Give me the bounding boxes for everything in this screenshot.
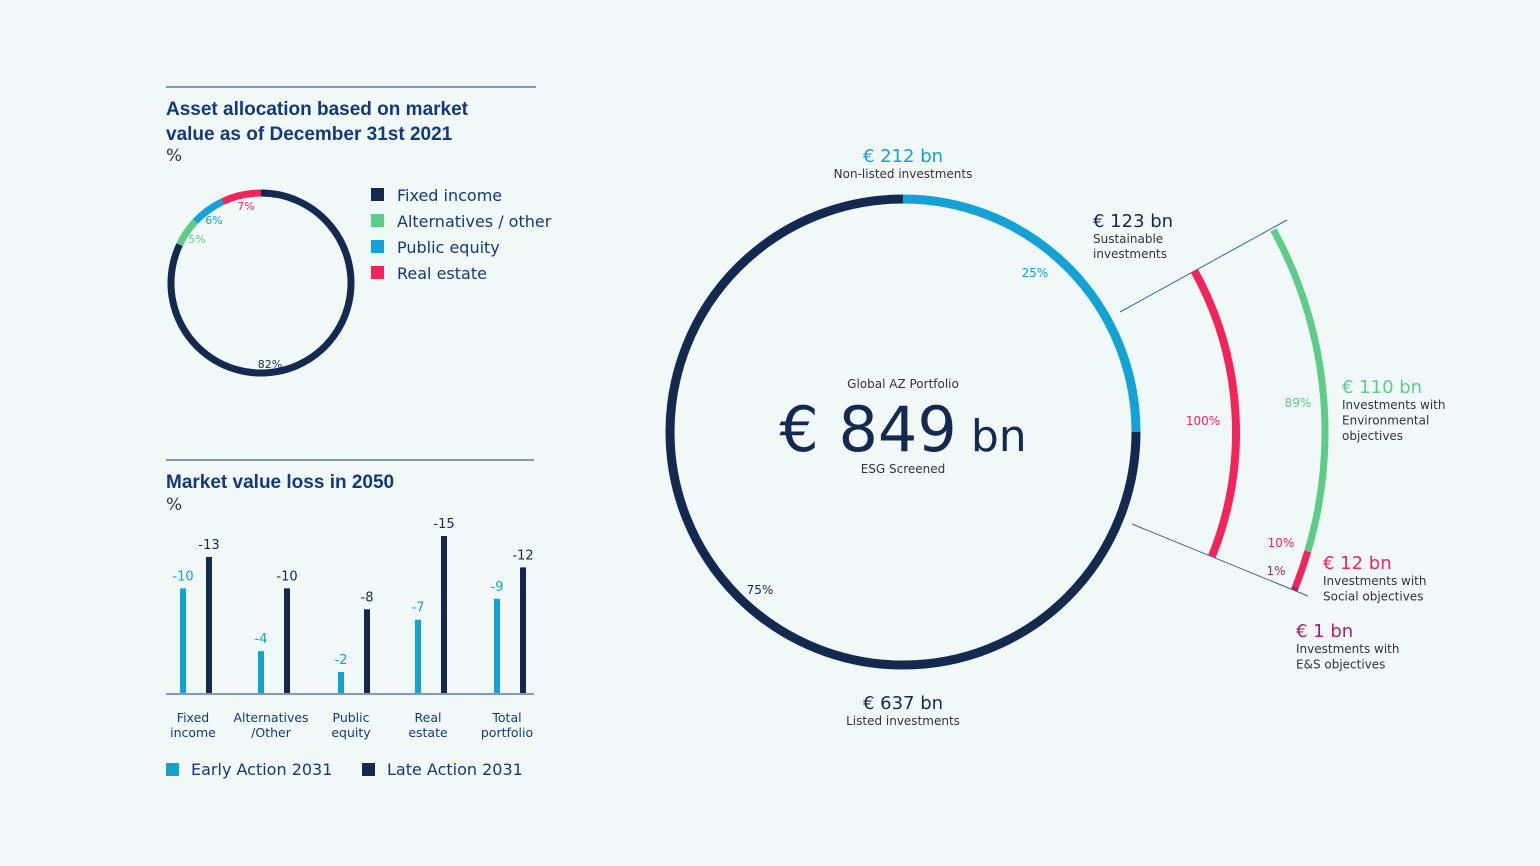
bar-value-label: -10 bbox=[276, 569, 297, 584]
breakdown-label: E&S objectives bbox=[1296, 658, 1385, 672]
donut-slice bbox=[192, 198, 225, 224]
allocation-legend: Fixed income Alternatives / other Public e… bbox=[371, 186, 552, 283]
donut-slice bbox=[167, 189, 355, 377]
legend-label: Fixed income bbox=[397, 186, 502, 205]
breakdown-label: Investments with bbox=[1342, 398, 1446, 412]
legend-label: Late Action 2031 bbox=[387, 760, 523, 779]
slice-label: 7% bbox=[237, 200, 254, 213]
slice-label: 6% bbox=[205, 214, 222, 227]
legend-swatch bbox=[371, 240, 384, 253]
center-value-line: € 849 bn bbox=[779, 393, 1026, 466]
bar-value-label: -10 bbox=[172, 569, 193, 584]
sustainable-arc bbox=[1191, 269, 1240, 558]
allocation-donut: 7% 6%5% 82% bbox=[167, 189, 355, 377]
legend-swatch bbox=[166, 763, 179, 776]
category-label: Fixed bbox=[177, 710, 209, 725]
breakdown-arc bbox=[1270, 228, 1329, 553]
allocation-unit: % bbox=[166, 146, 182, 166]
non-listed-arc bbox=[902, 194, 1141, 433]
breakdown-label: Environmental bbox=[1342, 414, 1429, 428]
category-label: portfolio bbox=[481, 725, 533, 740]
bar bbox=[364, 609, 370, 693]
center-caption: Global AZ Portfolio bbox=[847, 377, 959, 391]
category-label: /Other bbox=[251, 725, 292, 740]
connector-line bbox=[1119, 219, 1288, 313]
bar bbox=[284, 588, 290, 693]
sustainable-value: € 123 bn bbox=[1093, 211, 1173, 232]
percent-label: 89% bbox=[1285, 396, 1312, 410]
legend-label: Alternatives / other bbox=[397, 212, 552, 231]
slice-label: 5% bbox=[188, 233, 205, 246]
bar-value-label: -8 bbox=[361, 590, 374, 605]
bar bbox=[494, 598, 500, 693]
percent-label: 100% bbox=[1186, 414, 1220, 428]
percent-label: 75% bbox=[747, 583, 774, 597]
legend-label: Public equity bbox=[397, 238, 500, 257]
bar-value-label: -15 bbox=[433, 517, 454, 532]
legend-swatch bbox=[371, 188, 384, 201]
breakdown-label: objectives bbox=[1342, 429, 1403, 443]
breakdown-label: Investments with bbox=[1296, 642, 1400, 656]
breakdown-label: Social objectives bbox=[1323, 590, 1423, 604]
category-label: estate bbox=[408, 725, 448, 740]
breakdown-arc bbox=[1291, 585, 1299, 592]
listed-arc bbox=[665, 194, 1141, 670]
connector-line bbox=[1131, 523, 1309, 597]
category-label: equity bbox=[331, 725, 371, 740]
percent-label: 1% bbox=[1266, 564, 1285, 578]
bar bbox=[180, 588, 186, 693]
breakdown-value: € 110 bn bbox=[1342, 377, 1422, 398]
center-subcaption: ESG Screened bbox=[861, 462, 946, 476]
non-listed-label: Non-listed investments bbox=[834, 167, 973, 181]
allocation-title-line1: Asset allocation based on market bbox=[166, 99, 469, 120]
bar-value-label: -4 bbox=[255, 632, 268, 647]
breakdown-label: Investments with bbox=[1323, 574, 1427, 588]
breakdown-value: € 1 bn bbox=[1296, 621, 1353, 642]
category-label: Alternatives bbox=[233, 710, 308, 725]
bar-unit: % bbox=[166, 495, 182, 515]
legend-swatch bbox=[371, 266, 384, 279]
sustainable-label: investments bbox=[1093, 247, 1167, 261]
donut-slice bbox=[176, 218, 199, 247]
sustainable-label: Sustainable bbox=[1093, 232, 1163, 246]
bar bbox=[258, 651, 264, 693]
legend-swatch bbox=[362, 763, 375, 776]
category-label: Public bbox=[333, 710, 370, 725]
donut-slice bbox=[221, 189, 262, 205]
category-label: income bbox=[170, 725, 216, 740]
bar-value-label: -12 bbox=[512, 548, 533, 563]
bar-value-label: -9 bbox=[491, 580, 504, 595]
category-label: Total bbox=[491, 710, 521, 725]
listed-value: € 637 bn bbox=[863, 693, 943, 714]
bar bbox=[415, 619, 421, 693]
breakdown-arc bbox=[1292, 550, 1312, 588]
bar-value-label: -2 bbox=[335, 653, 348, 668]
legend-label: Early Action 2031 bbox=[191, 760, 332, 779]
center-unit: bn bbox=[971, 411, 1027, 462]
slice-label: 82% bbox=[258, 358, 282, 371]
listed-label: Listed investments bbox=[846, 714, 960, 728]
bar bbox=[441, 536, 447, 693]
bar bbox=[520, 567, 526, 693]
portfolio-donut: 25% 75% Global AZ Portfolio € 849 bn ESG Scre… bbox=[665, 146, 1446, 728]
bar-title: Market value loss in 2050 bbox=[166, 472, 394, 493]
bar-value-label: -7 bbox=[412, 601, 425, 616]
bar bbox=[206, 556, 212, 693]
breakdown-value: € 12 bn bbox=[1323, 553, 1392, 574]
percent-label: 25% bbox=[1022, 266, 1049, 280]
center-value: € 849 bbox=[779, 393, 957, 466]
allocation-title-line2: value as of December 31st 2021 bbox=[166, 124, 453, 145]
category-label: Real bbox=[415, 710, 442, 725]
non-listed-value: € 212 bn bbox=[863, 146, 943, 167]
percent-label: 10% bbox=[1268, 536, 1295, 550]
bar-value-label: -13 bbox=[198, 538, 219, 553]
legend-swatch bbox=[371, 214, 384, 227]
legend-label: Real estate bbox=[397, 264, 487, 283]
bar bbox=[338, 672, 344, 693]
